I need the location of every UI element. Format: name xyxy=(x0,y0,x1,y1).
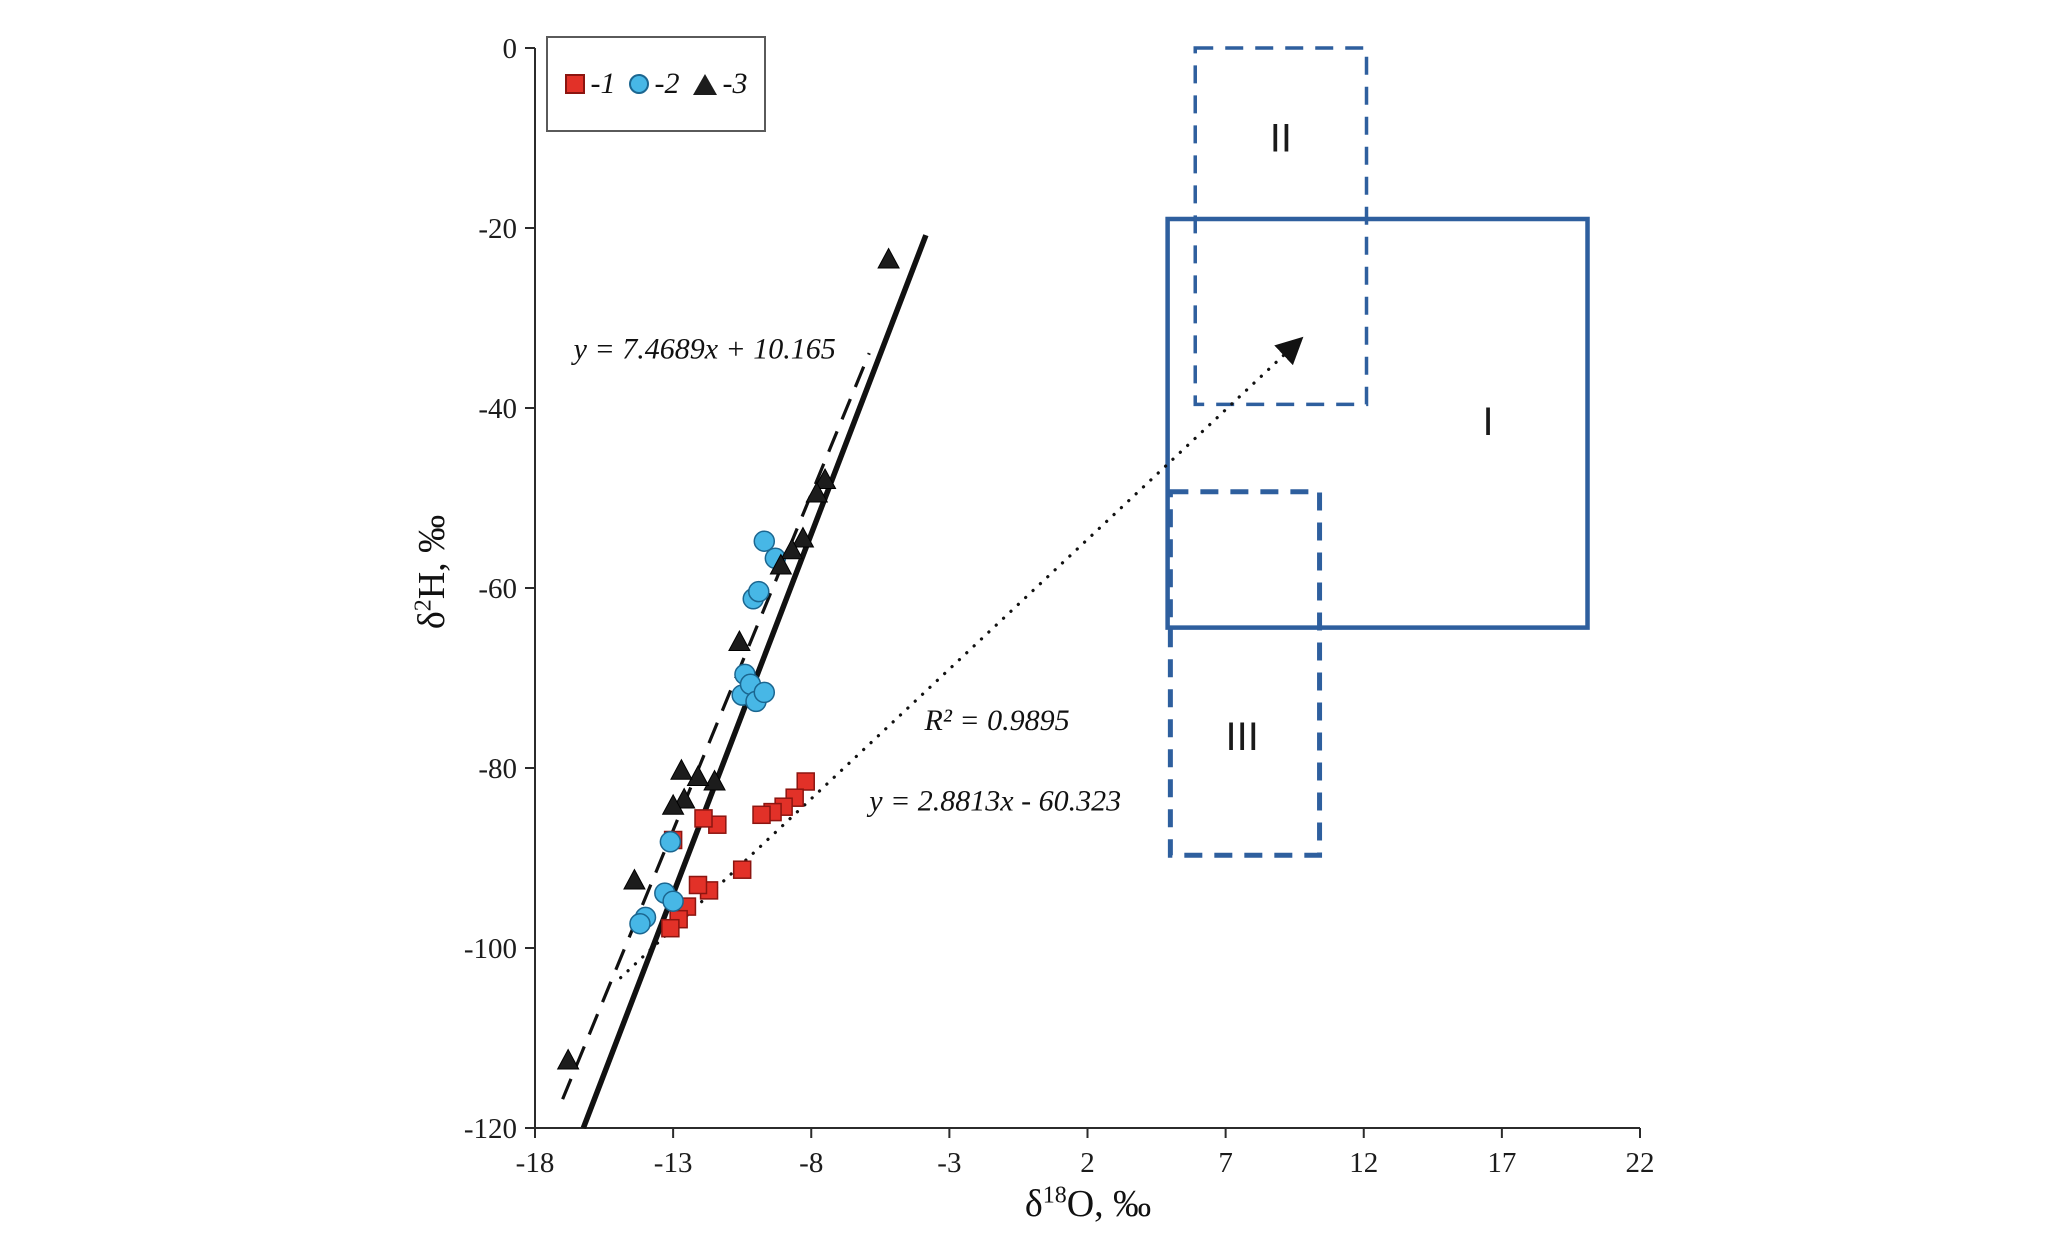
data-point-series-3 xyxy=(623,868,646,890)
x-tick-label: -3 xyxy=(937,1147,961,1179)
data-point-series-2 xyxy=(629,912,651,935)
y-tick-label: -120 xyxy=(464,1113,517,1145)
data-point-series-3 xyxy=(703,769,726,791)
data-point-series-1 xyxy=(688,875,708,895)
legend-item-3: -3 xyxy=(692,67,748,101)
x-tick-label: -13 xyxy=(654,1147,693,1179)
data-point-series-3 xyxy=(672,787,696,809)
dotted-evaporation-arrow xyxy=(619,336,1304,980)
data-point-series-3 xyxy=(780,538,804,560)
legend-label-3: -3 xyxy=(722,67,748,100)
x-axis-label: δ18O, ‰ xyxy=(1025,1182,1151,1226)
data-point-series-2 xyxy=(748,580,770,603)
y-axis-label: δ2H, ‰ xyxy=(410,515,454,629)
x-tick-label: 2 xyxy=(1080,1147,1095,1179)
data-point-series-3 xyxy=(670,758,693,780)
red-square-marker-icon xyxy=(564,74,585,94)
x-tick-label: 17 xyxy=(1487,1147,1516,1179)
blue-circle-marker-icon xyxy=(628,74,649,94)
region-label-II: II xyxy=(1270,117,1292,161)
data-point-series-3 xyxy=(728,629,751,651)
r-squared-value: R² = 0.9895 xyxy=(924,704,1070,737)
y-axis-label-rest: H, ‰ xyxy=(411,514,453,600)
y-tick-label: 0 xyxy=(503,33,518,65)
x-axis-label-base: δ xyxy=(1024,1183,1043,1225)
y-axis-label-base: δ xyxy=(411,611,453,630)
data-point-series-1 xyxy=(732,860,752,879)
legend-label-1: -1 xyxy=(590,67,616,100)
y-axis-label-sup: 2 xyxy=(410,599,437,612)
dashed-line-equation: y = 7.4689x + 10.165 xyxy=(571,333,836,366)
x-tick-label: -8 xyxy=(799,1147,823,1179)
dashed-regression-line xyxy=(561,352,871,1100)
x-axis-label-sup: 18 xyxy=(1042,1182,1067,1209)
legend-label-2: -2 xyxy=(654,67,680,100)
data-point-series-3 xyxy=(769,553,793,575)
data-point-series-1 xyxy=(796,772,815,791)
data-point-series-2 xyxy=(753,681,776,704)
data-point-series-3 xyxy=(877,247,900,269)
data-point-series-3 xyxy=(813,467,837,489)
region-box-I xyxy=(1165,216,1590,630)
x-tick-label: 7 xyxy=(1218,1147,1233,1179)
region-label-III: III xyxy=(1226,715,1259,759)
region-label-I: I xyxy=(1483,400,1494,444)
data-point-series-3 xyxy=(686,764,710,786)
data-point-series-2 xyxy=(753,530,776,552)
x-tick-label: -18 xyxy=(516,1147,555,1179)
region-box-II xyxy=(1193,46,1369,407)
y-tick-label: -100 xyxy=(464,933,517,965)
chart-legend: -1 -2 -3 xyxy=(546,36,766,132)
x-axis-label-rest: O, ‰ xyxy=(1066,1183,1152,1225)
data-point-series-1 xyxy=(694,809,713,828)
data-point-series-2 xyxy=(662,890,684,912)
dotted-line-equation: y = 2.8813x - 60.323 xyxy=(866,784,1121,817)
black-triangle-marker-icon xyxy=(692,73,717,95)
data-point-series-3 xyxy=(805,481,829,503)
y-tick-label: -80 xyxy=(478,753,517,785)
x-tick-label: 12 xyxy=(1349,1147,1378,1179)
data-point-series-1 xyxy=(752,805,771,825)
data-point-series-3 xyxy=(556,1048,580,1070)
y-tick-label: -60 xyxy=(478,573,517,605)
data-point-series-1 xyxy=(661,918,680,938)
data-point-series-3 xyxy=(661,793,685,815)
legend-item-1: -1 xyxy=(564,67,616,101)
region-box-III xyxy=(1167,489,1323,858)
data-point-series-3 xyxy=(791,526,815,548)
y-tick-label: -40 xyxy=(478,393,517,425)
legend-item-2: -2 xyxy=(628,67,680,101)
data-point-series-2 xyxy=(659,831,682,853)
x-tick-label: 22 xyxy=(1626,1147,1655,1179)
y-tick-label: -20 xyxy=(478,213,517,245)
